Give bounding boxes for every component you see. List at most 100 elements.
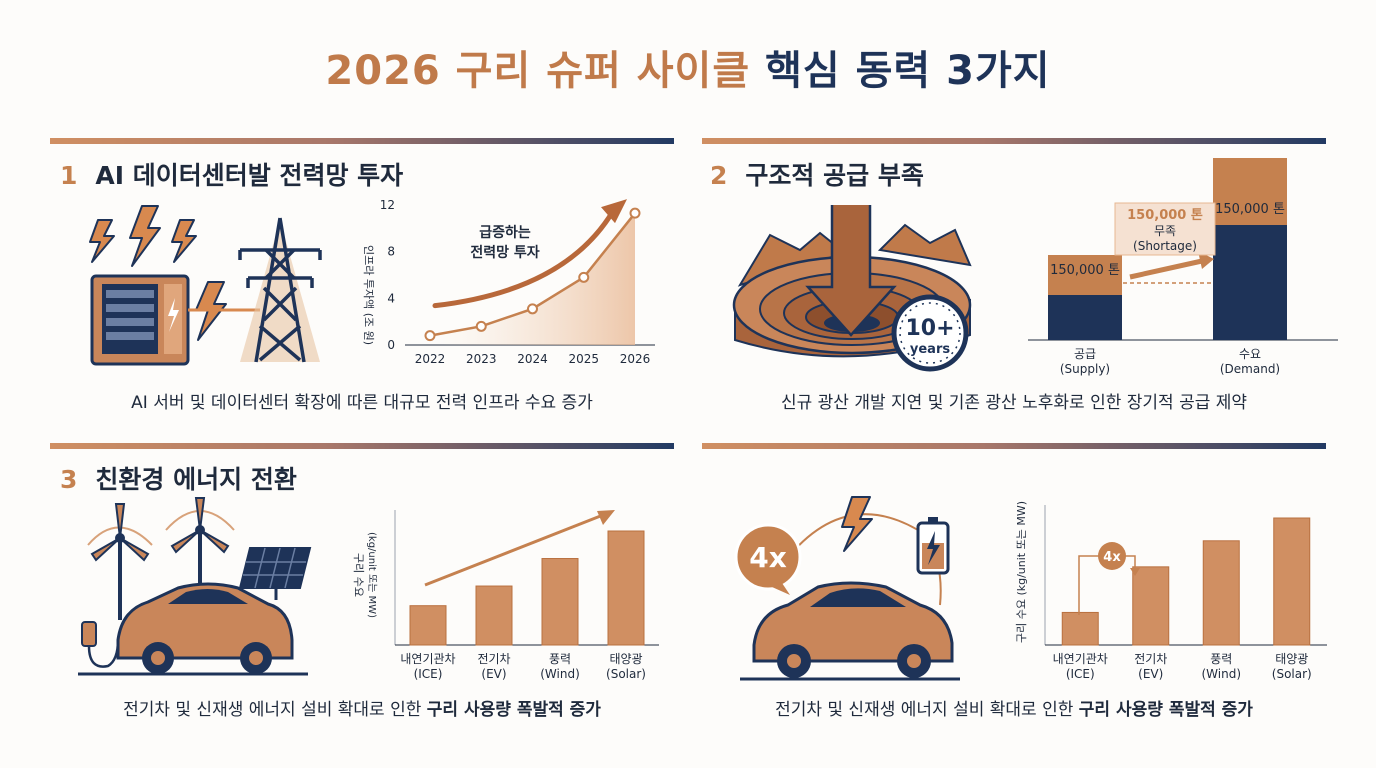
category-label: (Solar)	[1272, 667, 1312, 681]
supply-demand-bar-chart: 150,000 톤 무족 (Shortage) 150,000 톤 150,00…	[1028, 158, 1338, 376]
solar-panel-icon	[238, 547, 312, 600]
x-tick-label: 2024	[517, 352, 548, 366]
copper-multiplier-bar-chart: 4x 구리 수요 (kg/unit 또는 MW) 내연기관차(ICE) 전기차(E…	[1015, 501, 1327, 681]
y-tick-label: 4	[387, 291, 395, 305]
shortage-sub: (Shortage)	[1133, 239, 1197, 253]
annotation-line-1: 급증하는	[479, 224, 531, 241]
electric-car-icon	[740, 581, 960, 681]
category-label: (ICE)	[414, 667, 443, 681]
bar-segment	[1213, 158, 1287, 225]
data-point	[578, 271, 590, 283]
bar-segment	[1048, 255, 1122, 295]
section-number: 2	[710, 161, 728, 190]
caption-emphasis: 구리 사용량 폭발적 증가	[426, 700, 601, 720]
lightning-icon	[841, 496, 873, 552]
section-divider	[50, 443, 674, 449]
bar-segment	[1048, 295, 1122, 340]
category-label: 내연기관차	[400, 652, 455, 666]
section-divider	[50, 138, 674, 144]
server-rack-icon	[90, 274, 190, 366]
section-4-caption: 전기차 및 신재생 에너지 설비 확대로 인한 구리 사용량 폭발적 증가	[702, 695, 1326, 720]
category-label: (Solar)	[606, 667, 646, 681]
connector-arrow-head	[1130, 568, 1140, 576]
title-part1: 2026 구리 슈퍼 사이클	[325, 48, 751, 94]
trend-arrow	[432, 208, 616, 309]
category-label: (Wind)	[540, 667, 580, 681]
category-label: (Demand)	[1220, 362, 1280, 376]
bar	[409, 605, 447, 646]
caption-text: 전기차 및 신재생 에너지 설비 확대로 인한	[775, 700, 1079, 720]
section-3-heading: 3 친환경 에너지 전환	[60, 460, 297, 496]
category-label: 태양광	[1275, 652, 1308, 666]
bar	[1202, 540, 1240, 646]
gap-arrow	[1129, 258, 1203, 280]
section-2-illustration: 10+ years	[732, 205, 972, 372]
section-title: AI 데이터센터발 전력망 투자	[95, 161, 404, 190]
section-1-heading: 1 AI 데이터센터발 전력망 투자	[60, 156, 403, 192]
bar	[475, 585, 513, 646]
transmission-tower-icon	[238, 217, 322, 363]
category-label: 전기차	[477, 652, 510, 666]
y-axis-label: 구리 수요	[352, 553, 365, 597]
y-axis-label: 구리 수요 (kg/unit 또는 MW)	[1015, 501, 1028, 643]
section-3-caption: 전기차 및 신재생 에너지 설비 확대로 인한 구리 사용량 폭발적 증가	[50, 695, 674, 720]
shortage-callout: 150,000 톤 무족 (Shortage)	[1114, 202, 1216, 256]
category-label: (Supply)	[1060, 362, 1110, 376]
category-label: 공급	[1074, 347, 1096, 361]
y-tick-label: 8	[387, 245, 395, 259]
category-label: 전기차	[1134, 652, 1167, 666]
shortage-label: 무족	[1154, 224, 1176, 238]
electric-car-icon	[78, 582, 308, 676]
section-2-heading: 2 구조적 공급 부족	[710, 156, 924, 192]
badge-text: 4x	[749, 541, 787, 574]
section-title: 구조적 공급 부족	[745, 161, 924, 190]
trend-arrow-head	[601, 199, 627, 224]
bar	[607, 530, 645, 646]
x-tick-label: 2025	[568, 352, 599, 366]
annotation-line-2: 전력망 투자	[470, 244, 539, 261]
category-label: 풍력	[1210, 652, 1232, 666]
bar	[541, 558, 579, 646]
section-number: 3	[60, 465, 78, 494]
category-label: (Wind)	[1201, 667, 1241, 681]
data-point	[527, 303, 538, 315]
y-tick-label: 12	[380, 198, 395, 212]
trend-arrow-head	[597, 510, 615, 525]
clock-icon: 10+ years	[891, 294, 969, 372]
lightning-icon	[89, 205, 197, 267]
section-divider	[702, 138, 1326, 144]
shortage-value: 150,000 톤	[1127, 208, 1203, 223]
section-4-illustration: 4x	[734, 496, 960, 681]
bar	[1273, 517, 1311, 646]
investment-line-chart: 2022 2023 2024 2025 2026 0 4 8 12 인프라 투자액 (조 원)…	[362, 198, 655, 366]
multiplier-bubble	[1098, 542, 1126, 570]
multiplier-text: 4x	[1103, 550, 1121, 565]
clock-value: 10+	[905, 316, 954, 341]
line-area-fill	[430, 213, 635, 345]
data-point	[424, 330, 436, 342]
clock-unit: years	[910, 342, 950, 357]
bar-segment	[1213, 225, 1287, 340]
bar	[1061, 611, 1099, 646]
category-label: 내연기관차	[1053, 652, 1108, 666]
y-axis-label: (kg/unit 또는 MW)	[366, 532, 378, 618]
down-arrow-icon	[805, 205, 897, 337]
section-1-caption: AI 서버 및 데이터센터 확장에 따른 대규모 전력 인프라 수요 증가	[131, 393, 593, 413]
y-tick-label: 0	[387, 338, 395, 352]
category-label: 풍력	[549, 652, 571, 666]
category-label: 태양광	[609, 652, 642, 666]
category-label: (EV)	[1138, 667, 1163, 681]
data-point	[475, 320, 487, 332]
section-3-illustration	[78, 497, 312, 676]
section-number: 1	[60, 161, 78, 190]
section-title: 친환경 에너지 전환	[95, 465, 297, 494]
category-label: (EV)	[481, 667, 506, 681]
title-part2: 핵심 동력 3가지	[765, 48, 1051, 94]
bar-value-label: 150,000 톤	[1215, 202, 1285, 217]
caption-emphasis: 구리 사용량 폭발적 증가	[1078, 700, 1253, 720]
x-tick-label: 2026	[620, 352, 651, 366]
bar	[1132, 566, 1170, 646]
trend-arrow	[424, 513, 604, 587]
section-1-illustration	[89, 205, 322, 366]
multiplier-badge: 4x	[734, 523, 802, 595]
